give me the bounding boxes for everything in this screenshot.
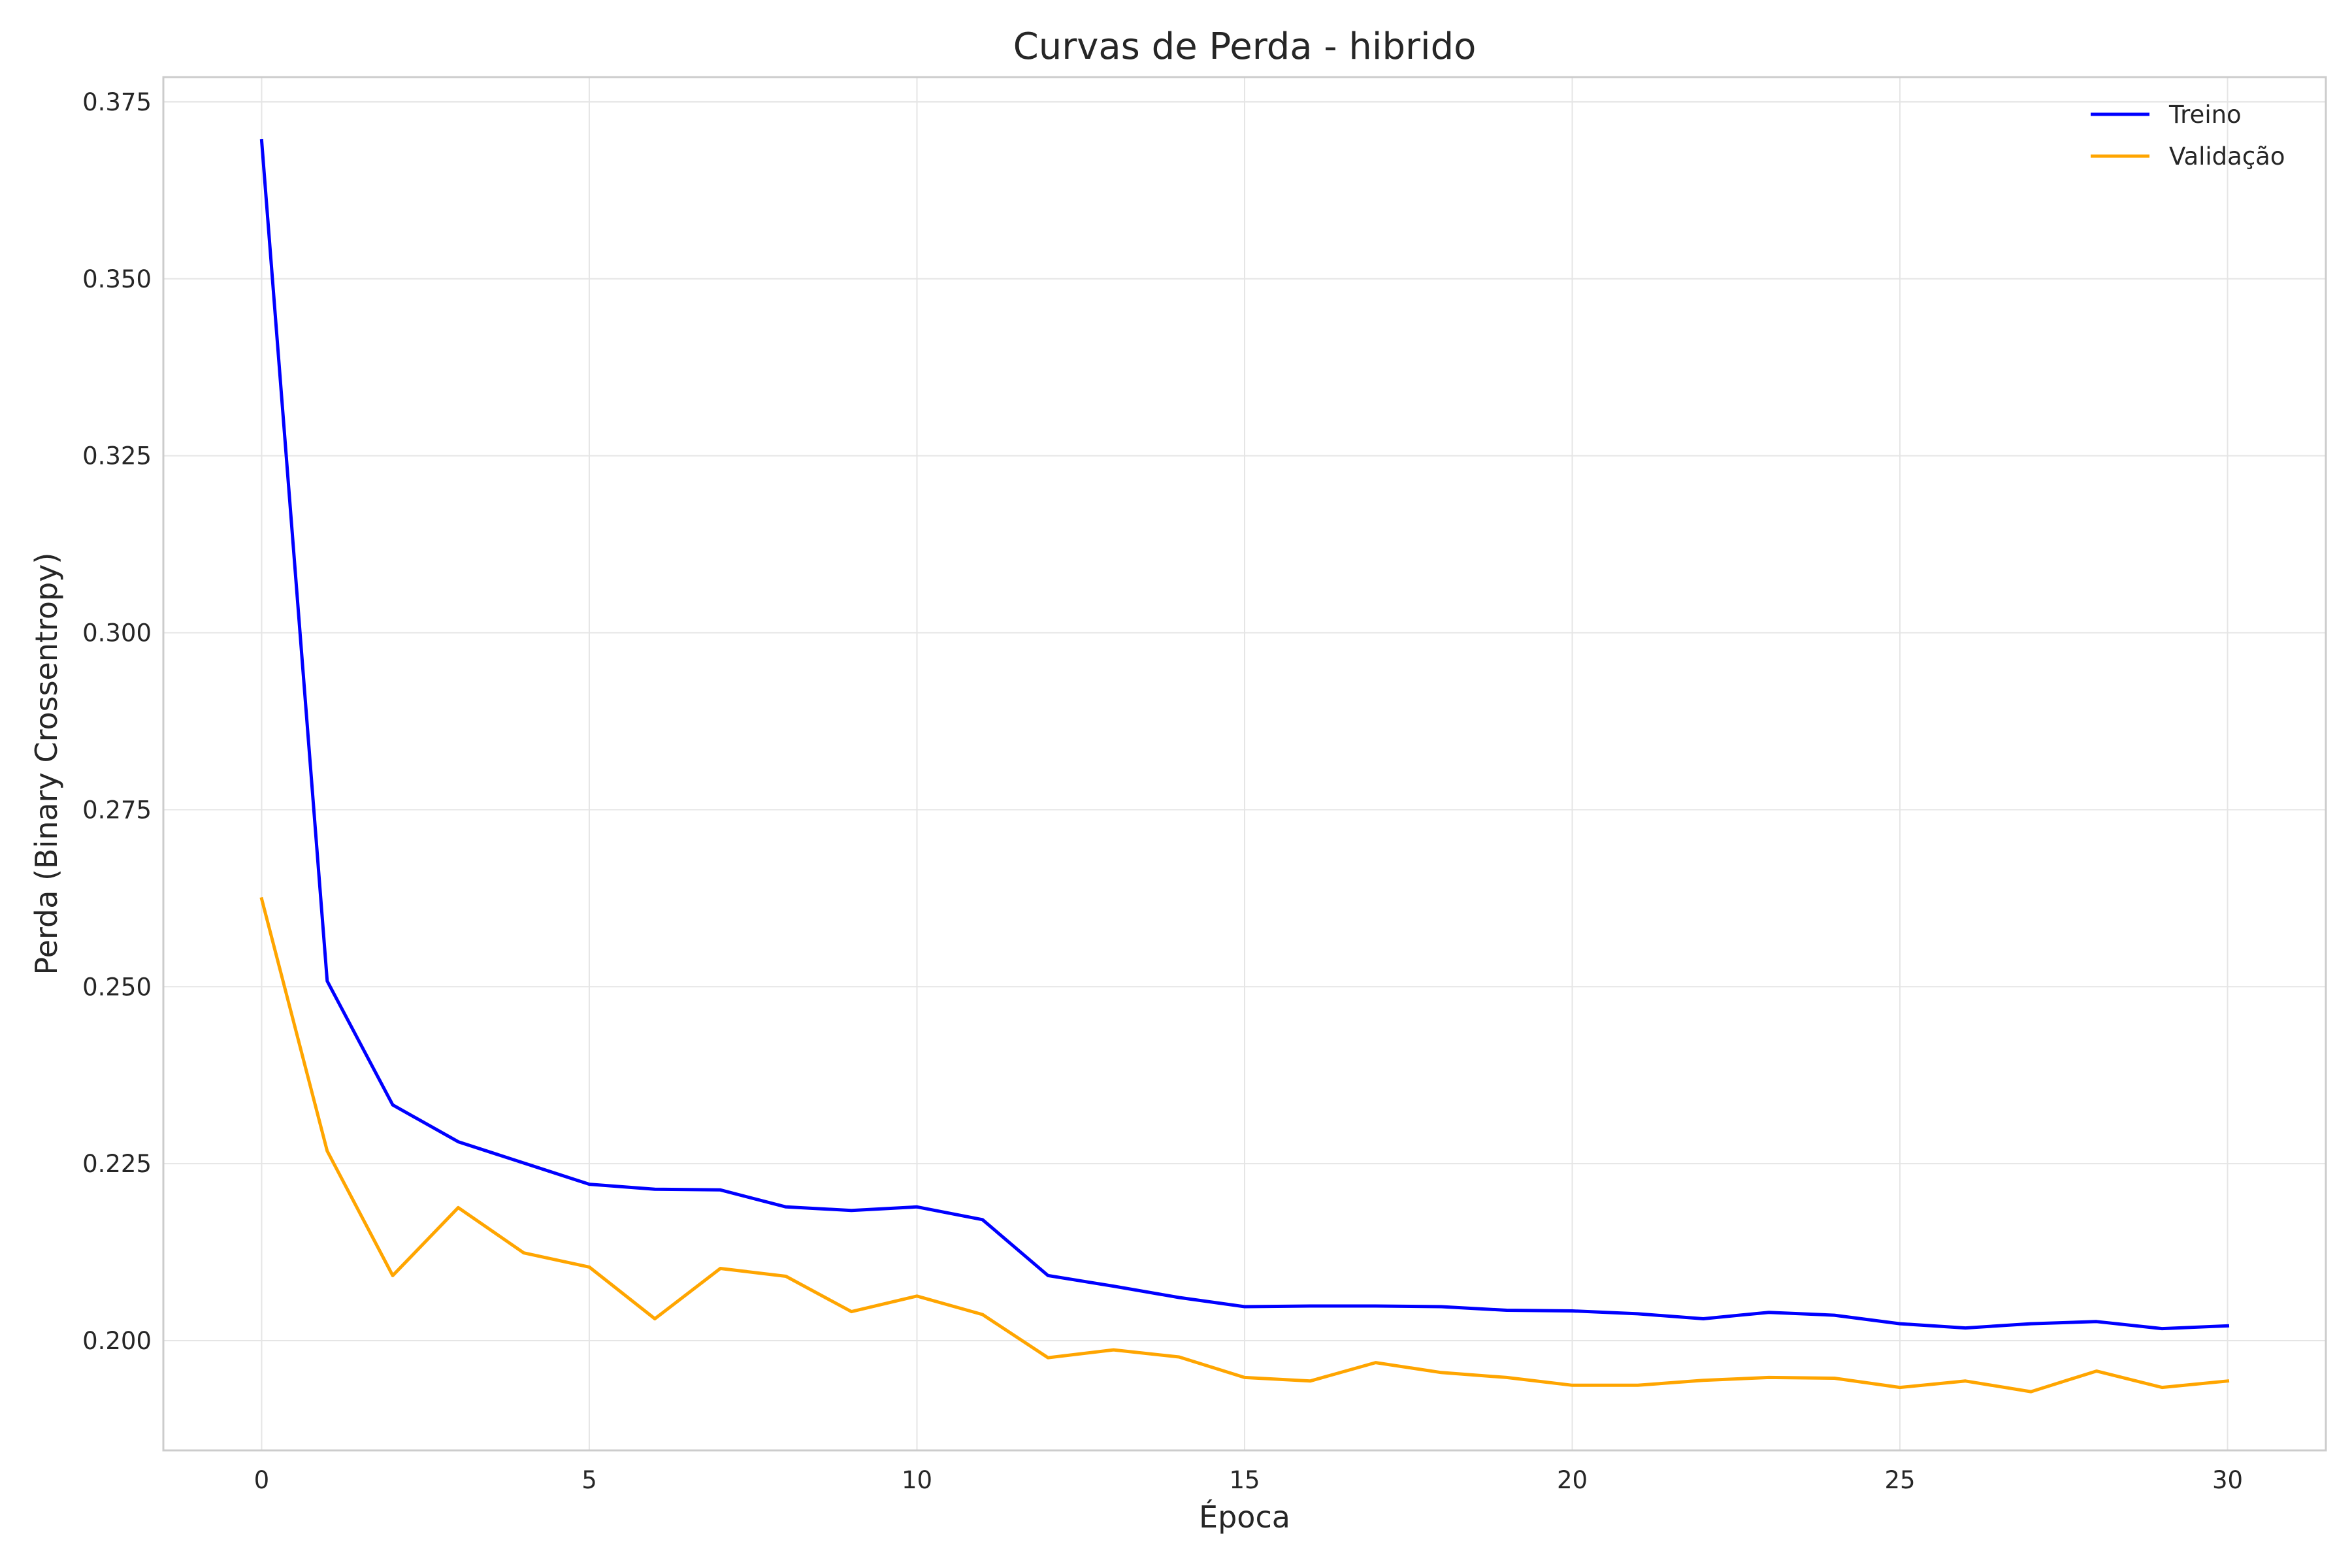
x-tick-label: 5	[581, 1466, 597, 1494]
grid-lines	[163, 77, 2326, 1450]
y-axis-label: Perda (Binary Crossentropy)	[29, 553, 64, 975]
axis-ticks: 0 5 10 15 20 25 30 0.200 0.225 0.250 0.275 0.300 0.3…	[82, 88, 2243, 1494]
x-tick-label: 0	[254, 1466, 270, 1494]
legend-label: Treino	[2168, 101, 2242, 129]
y-tick-label: 0.300	[82, 619, 152, 647]
plot-frame	[162, 76, 2327, 1452]
x-tick-label: 10	[902, 1466, 932, 1494]
y-tick-label: 0.350	[82, 265, 152, 293]
series-lines	[259, 139, 2230, 1394]
chart-title: Curvas de Perda - hibrido	[1013, 25, 1477, 68]
x-tick-label: 25	[1884, 1466, 1915, 1494]
x-tick-label: 20	[1557, 1466, 1588, 1494]
y-tick-label: 0.250	[82, 973, 152, 1001]
series-line-validacao	[259, 896, 2230, 1394]
legend-label: Validação	[2169, 142, 2285, 171]
y-tick-label: 0.325	[82, 442, 152, 470]
y-tick-label: 0.225	[82, 1150, 152, 1178]
y-tick-label: 0.375	[82, 88, 152, 116]
x-axis-label: Época	[1199, 1499, 1290, 1535]
series-line-treino	[259, 139, 2230, 1331]
legend: Treino Validação	[2091, 101, 2285, 171]
x-tick-label: 15	[1229, 1466, 1260, 1494]
y-tick-label: 0.200	[82, 1327, 152, 1355]
y-tick-label: 0.275	[82, 796, 152, 824]
x-tick-label: 30	[2212, 1466, 2243, 1494]
